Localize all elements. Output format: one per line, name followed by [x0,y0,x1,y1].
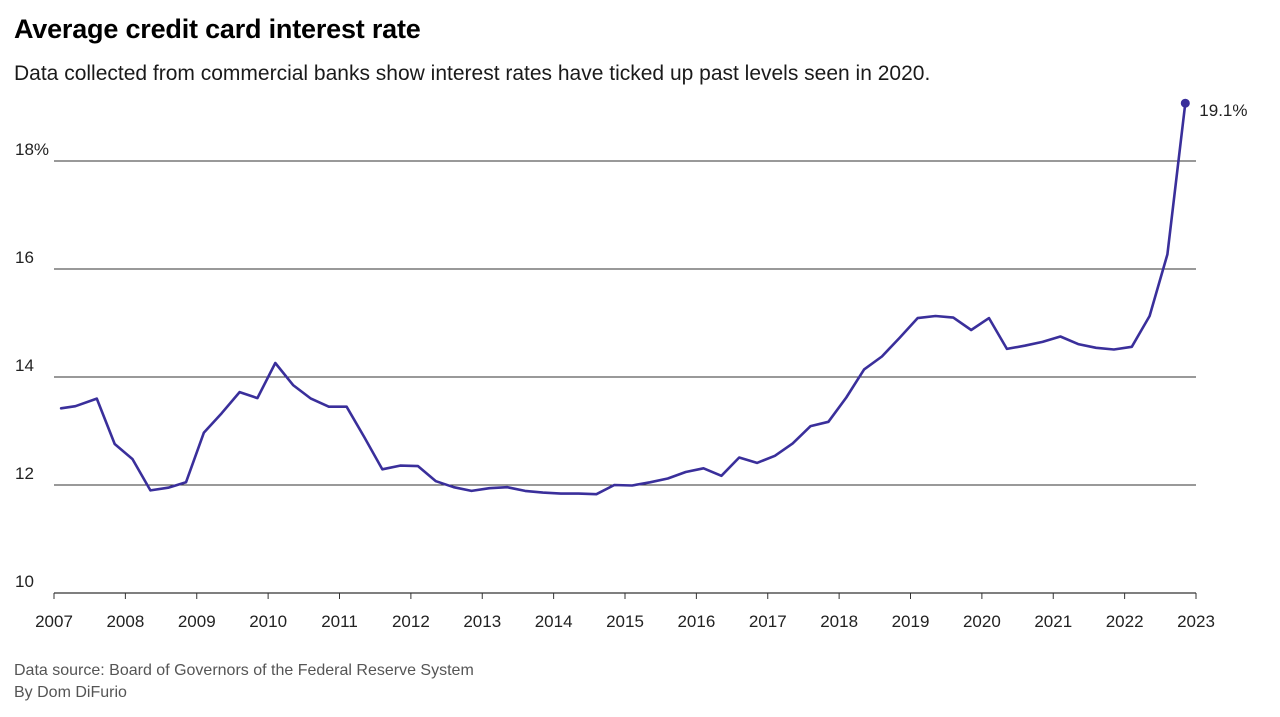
x-tick-label-2013: 2013 [463,612,501,631]
x-tick-label-2021: 2021 [1034,612,1072,631]
y-tick-label-18: 18% [15,140,49,159]
x-tick-label-2012: 2012 [392,612,430,631]
x-tick-label-2015: 2015 [606,612,644,631]
grid-lines [54,160,1196,486]
x-tick-label-2007: 2007 [35,612,73,631]
end-value-label: 19.1% [1199,101,1247,120]
chart-title: Average credit card interest rate [14,14,421,44]
x-tick-label-2014: 2014 [535,612,573,631]
end-point-marker [1180,98,1190,108]
series-line-0 [59,101,1187,496]
y-tick-label-16: 16 [15,248,34,267]
y-tick-label-12: 12 [15,464,34,483]
x-tick-label-2022: 2022 [1106,612,1144,631]
chart-subtitle: Data collected from commercial banks sho… [14,62,931,85]
series-layer: 19.1% [59,98,1247,496]
y-tick-label-14: 14 [15,356,34,375]
x-axis: 2007 2008 2009 2010 2011 2012 2013 2014 2015 2016… [35,592,1215,631]
byline: By Dom DiFurio [14,684,127,701]
y-axis: 10 12 14 16 18% [15,140,49,591]
x-tick-label-2018: 2018 [820,612,858,631]
x-tick-label-2019: 2019 [892,612,930,631]
y-tick-label-10: 10 [15,572,34,591]
data-source-note: Data source: Board of Governors of the F… [14,662,474,679]
x-tick-label-2011: 2011 [321,612,358,631]
x-tick-label-2010: 2010 [249,612,287,631]
x-tick-label-2008: 2008 [106,612,144,631]
x-tick-label-2020: 2020 [963,612,1001,631]
x-tick-label-2016: 2016 [677,612,715,631]
x-tick-label-2017: 2017 [749,612,787,631]
x-tick-label-2009: 2009 [178,612,216,631]
x-tick-label-2023: 2023 [1177,612,1215,631]
